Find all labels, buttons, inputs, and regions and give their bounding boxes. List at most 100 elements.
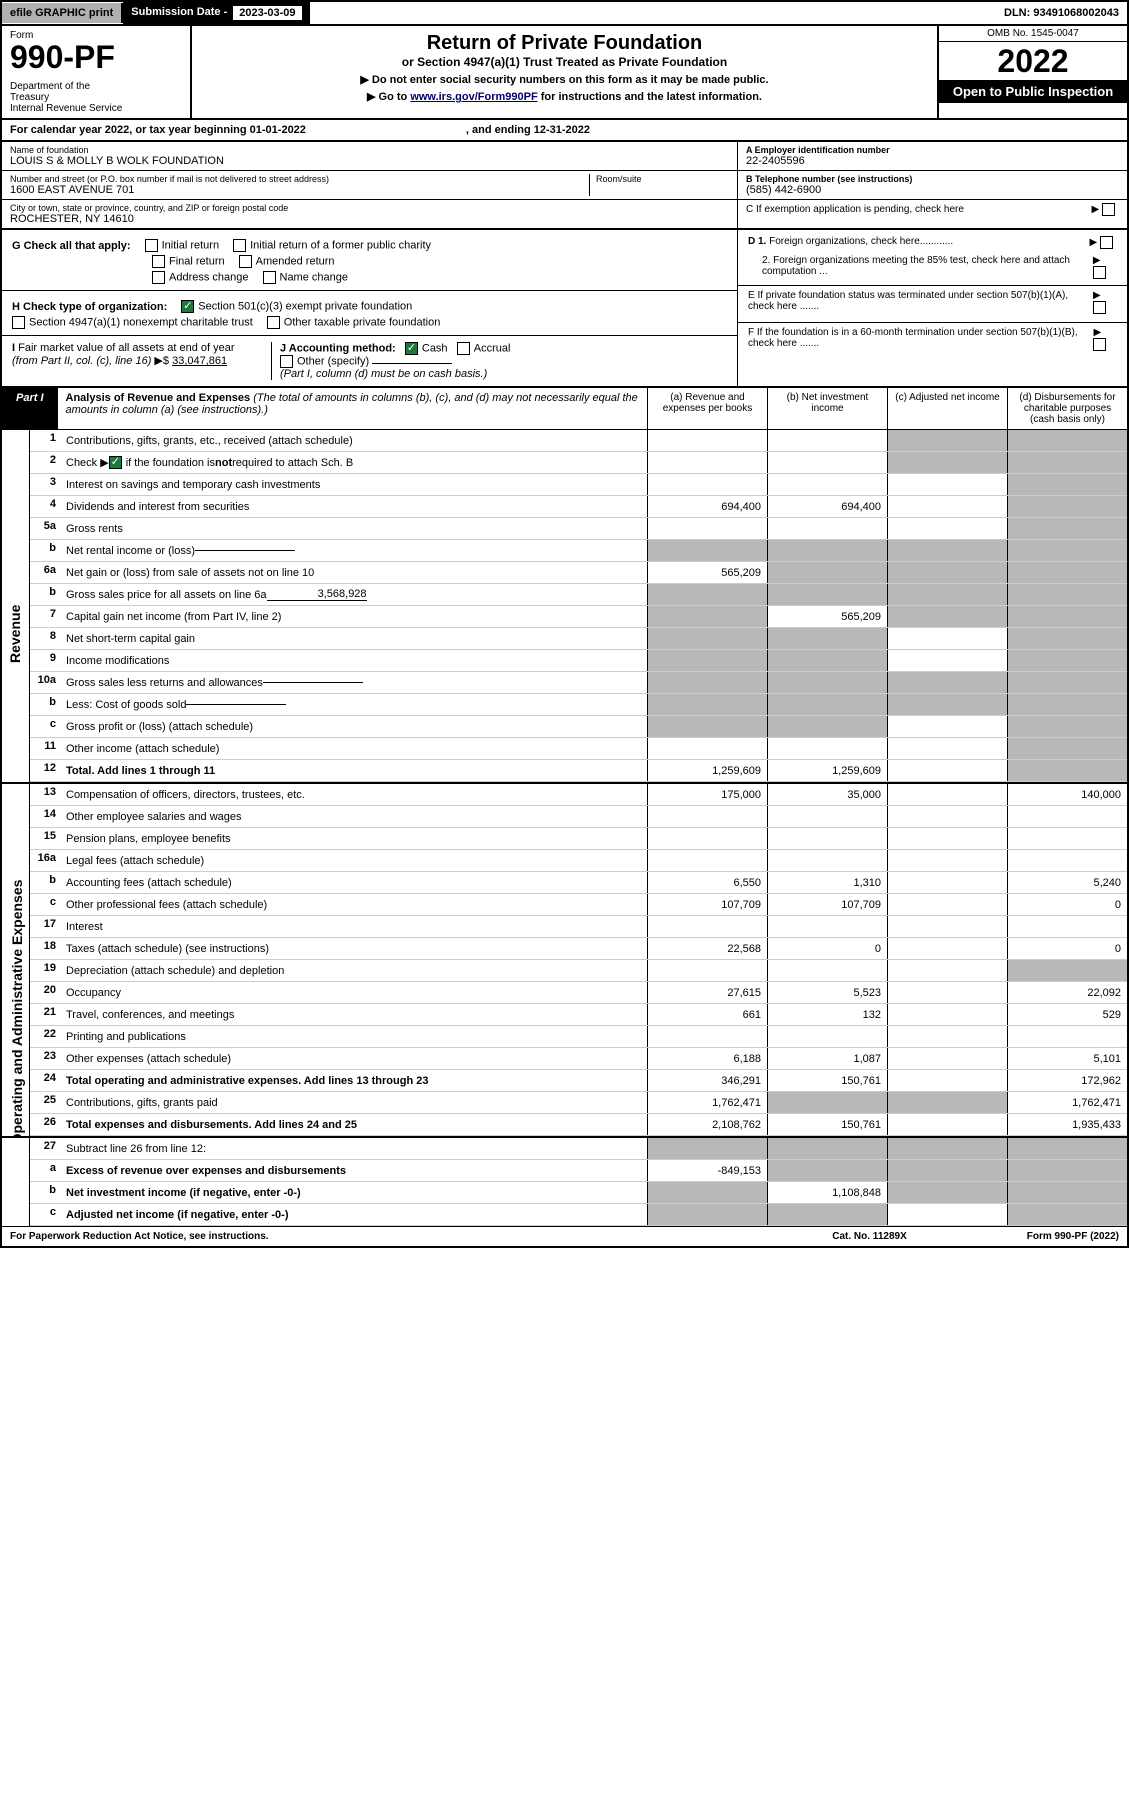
h-4947[interactable] — [12, 316, 25, 329]
row-number: 7 — [30, 606, 62, 627]
row-number: b — [30, 872, 62, 893]
cell-b — [767, 628, 887, 649]
c-checkbox[interactable] — [1102, 203, 1115, 216]
cell-a — [647, 694, 767, 715]
table-row: 11Other income (attach schedule) — [30, 738, 1127, 760]
e-checkbox[interactable] — [1093, 301, 1106, 314]
h-other-taxable[interactable] — [267, 316, 280, 329]
row-number: 17 — [30, 916, 62, 937]
cell-a: -849,153 — [647, 1160, 767, 1181]
g-name-change[interactable] — [263, 271, 276, 284]
cell-c — [887, 1004, 1007, 1025]
city-state-zip: ROCHESTER, NY 14610 — [10, 213, 729, 225]
g-initial-return[interactable] — [145, 239, 158, 252]
form-note1: ▶ Do not enter social security numbers o… — [204, 73, 925, 86]
table-row: 17Interest — [30, 916, 1127, 938]
row-desc: Depreciation (attach schedule) and deple… — [62, 960, 647, 981]
phone-label: B Telephone number (see instructions) — [746, 174, 912, 184]
dln: DLN: 93491068002043 — [996, 3, 1127, 23]
table-row: 6aNet gain or (loss) from sale of assets… — [30, 562, 1127, 584]
cell-d — [1007, 584, 1127, 605]
cell-c — [887, 474, 1007, 495]
page-footer: For Paperwork Reduction Act Notice, see … — [2, 1226, 1127, 1246]
g-amended[interactable] — [239, 255, 252, 268]
cell-b: 150,761 — [767, 1070, 887, 1091]
row-number: 12 — [30, 760, 62, 781]
d1-checkbox[interactable] — [1100, 236, 1113, 249]
table-row: 22Printing and publications — [30, 1026, 1127, 1048]
table-row: 3Interest on savings and temporary cash … — [30, 474, 1127, 496]
row-desc: Travel, conferences, and meetings — [62, 1004, 647, 1025]
row-number: 14 — [30, 806, 62, 827]
cell-d — [1007, 452, 1127, 473]
row-desc: Gross sales less returns and allowances — [62, 672, 647, 693]
h-501c3[interactable] — [181, 300, 194, 313]
table-row: 23Other expenses (attach schedule)6,1881… — [30, 1048, 1127, 1070]
cell-c — [887, 628, 1007, 649]
row-desc: Net investment income (if negative, ente… — [62, 1182, 647, 1203]
form-subtitle: or Section 4947(a)(1) Trust Treated as P… — [204, 55, 925, 69]
table-row: 4Dividends and interest from securities6… — [30, 496, 1127, 518]
d2-checkbox[interactable] — [1093, 266, 1106, 279]
cell-d: 529 — [1007, 1004, 1127, 1025]
table-row: 13Compensation of officers, directors, t… — [30, 784, 1127, 806]
cell-b — [767, 1092, 887, 1113]
cell-d — [1007, 496, 1127, 517]
row-desc: Legal fees (attach schedule) — [62, 850, 647, 871]
cell-d: 0 — [1007, 938, 1127, 959]
f-checkbox[interactable] — [1093, 338, 1106, 351]
g-address-change[interactable] — [152, 271, 165, 284]
cell-c — [887, 518, 1007, 539]
cell-b: 107,709 — [767, 894, 887, 915]
row-number: b — [30, 1182, 62, 1203]
cell-b: 1,087 — [767, 1048, 887, 1069]
row-desc: Check ▶ if the foundation is not require… — [62, 452, 647, 473]
cell-a: 661 — [647, 1004, 767, 1025]
expenses-side-label: Operating and Administrative Expenses — [9, 877, 25, 1147]
col-b-header: (b) Net investment income — [767, 388, 887, 429]
cell-c — [887, 982, 1007, 1003]
cell-c — [887, 1048, 1007, 1069]
cell-b — [767, 1138, 887, 1159]
j-accrual[interactable] — [457, 342, 470, 355]
row-number: 27 — [30, 1138, 62, 1159]
cell-d — [1007, 806, 1127, 827]
j-cash[interactable] — [405, 342, 418, 355]
cell-a — [647, 540, 767, 561]
row-desc: Taxes (attach schedule) (see instruction… — [62, 938, 647, 959]
cell-b — [767, 1026, 887, 1047]
j-other[interactable] — [280, 355, 293, 368]
cell-a — [647, 850, 767, 871]
cell-c — [887, 1070, 1007, 1091]
cell-b — [767, 960, 887, 981]
table-row: cOther professional fees (attach schedul… — [30, 894, 1127, 916]
j-note: (Part I, column (d) must be on cash basi… — [280, 368, 487, 380]
cell-a: 6,550 — [647, 872, 767, 893]
cell-a: 6,188 — [647, 1048, 767, 1069]
g-final-return[interactable] — [152, 255, 165, 268]
cell-d — [1007, 1160, 1127, 1181]
cell-d — [1007, 760, 1127, 781]
table-row: aExcess of revenue over expenses and dis… — [30, 1160, 1127, 1182]
row-number: b — [30, 694, 62, 715]
cell-a — [647, 430, 767, 451]
cell-d — [1007, 1138, 1127, 1159]
cell-d — [1007, 716, 1127, 737]
g-initial-public[interactable] — [233, 239, 246, 252]
row-desc: Gross sales price for all assets on line… — [62, 584, 647, 605]
row-desc: Adjusted net income (if negative, enter … — [62, 1204, 647, 1225]
table-row: bLess: Cost of goods sold — [30, 694, 1127, 716]
cell-c — [887, 1160, 1007, 1181]
table-row: cGross profit or (loss) (attach schedule… — [30, 716, 1127, 738]
top-bar: efile GRAPHIC print Submission Date - 20… — [2, 2, 1127, 26]
cell-c — [887, 894, 1007, 915]
cell-d: 5,240 — [1007, 872, 1127, 893]
cell-d: 172,962 — [1007, 1070, 1127, 1091]
cell-c — [887, 606, 1007, 627]
foundation-name: LOUIS S & MOLLY B WOLK FOUNDATION — [10, 155, 729, 167]
cell-c — [887, 650, 1007, 671]
table-row: 2Check ▶ if the foundation is not requir… — [30, 452, 1127, 474]
instructions-link[interactable]: www.irs.gov/Form990PF — [410, 91, 537, 103]
cell-c — [887, 540, 1007, 561]
j-label: J Accounting method: — [280, 342, 396, 354]
